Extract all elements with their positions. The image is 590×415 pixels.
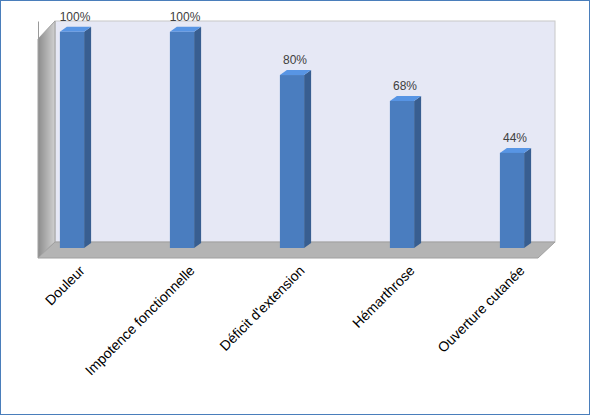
bar-side bbox=[414, 96, 421, 248]
frame bbox=[1, 1, 590, 415]
data-label: 68% bbox=[393, 79, 417, 93]
bar bbox=[60, 27, 91, 248]
tick-label: Déficit d'extension bbox=[216, 262, 307, 353]
tick-label: Hémarthrose bbox=[349, 262, 418, 331]
data-label: 100% bbox=[170, 10, 201, 24]
tick-label: Douleur bbox=[42, 262, 88, 308]
axis-line bbox=[38, 22, 39, 249]
bars bbox=[60, 27, 531, 248]
side-wall bbox=[38, 21, 55, 258]
tick-label: Impotence fonctionnelle bbox=[82, 262, 198, 378]
bar-front bbox=[170, 32, 194, 248]
bar-side bbox=[524, 148, 531, 248]
data-label: 80% bbox=[283, 53, 307, 67]
bar-top bbox=[500, 148, 531, 153]
tick-label: Ouverture cutanée bbox=[434, 262, 527, 355]
walls bbox=[38, 21, 555, 258]
data-label: 100% bbox=[60, 10, 91, 24]
bar-front bbox=[60, 32, 84, 248]
tick: Hémarthrose bbox=[349, 258, 418, 331]
y-axis bbox=[38, 22, 39, 249]
bar-top bbox=[170, 27, 201, 32]
bar-top bbox=[60, 27, 91, 32]
tick: Déficit d'extension bbox=[216, 258, 307, 354]
bar-side bbox=[84, 27, 91, 248]
bar bbox=[280, 70, 311, 248]
chart: 100% 100% 80% 68% 44% DouleurImpotence foncti… bbox=[0, 0, 590, 415]
bar-side bbox=[304, 70, 311, 248]
bar bbox=[500, 148, 531, 248]
bar bbox=[170, 27, 201, 248]
data-label: 44% bbox=[503, 131, 527, 145]
tick: Douleur bbox=[42, 258, 88, 308]
tick: Ouverture cutanée bbox=[434, 258, 527, 356]
x-axis: DouleurImpotence fonctionnelleDéficit d'… bbox=[42, 258, 528, 378]
bar-front bbox=[280, 75, 304, 248]
bar-front bbox=[390, 101, 414, 248]
data-labels: 100% 100% 80% 68% 44% bbox=[60, 10, 528, 145]
bar-top bbox=[390, 96, 421, 101]
bar-top bbox=[280, 70, 311, 75]
bar-side bbox=[194, 27, 201, 248]
bar-front bbox=[500, 153, 524, 248]
bar bbox=[390, 96, 421, 248]
tick: Impotence fonctionnelle bbox=[82, 258, 198, 378]
